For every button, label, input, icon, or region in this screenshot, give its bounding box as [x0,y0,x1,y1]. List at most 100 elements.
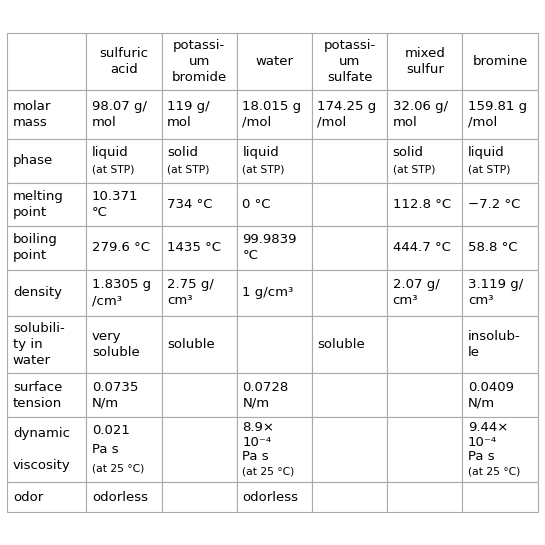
Bar [387,316,462,373]
Text: 0.021: 0.021 [92,425,130,438]
Bar [462,33,538,90]
Text: 1435 °C: 1435 °C [167,241,221,255]
Text: 2.07 g/
cm³: 2.07 g/ cm³ [392,278,439,307]
Bar [387,482,462,512]
Bar [86,482,161,512]
Bar [86,417,161,482]
Bar [7,90,86,139]
Bar [7,316,86,373]
Text: bromine: bromine [473,55,528,68]
Text: (at STP): (at STP) [468,165,510,174]
Bar [237,226,312,270]
Text: 1 g/cm³: 1 g/cm³ [242,287,294,299]
Bar [86,183,161,226]
Bar [86,316,161,373]
Text: 2.75 g/
cm³: 2.75 g/ cm³ [167,278,214,307]
Text: density: density [13,287,62,299]
Bar [86,90,161,139]
Bar [462,482,538,512]
Text: (at STP): (at STP) [242,165,284,174]
Bar [86,270,161,316]
Bar [387,417,462,482]
Bar [387,226,462,270]
Bar [387,139,462,183]
Text: water: water [256,55,293,68]
Text: Pa s: Pa s [242,450,269,463]
Text: Pa s: Pa s [92,443,118,456]
Text: 174.25 g
/mol: 174.25 g /mol [318,100,377,129]
Text: odor: odor [13,491,43,504]
Bar [162,373,237,417]
Bar [162,417,237,482]
Bar [162,139,237,183]
Bar [86,139,161,183]
Text: solid: solid [392,146,423,159]
Text: (at STP): (at STP) [92,165,134,174]
Bar [312,183,387,226]
Bar [462,270,538,316]
Bar [7,183,86,226]
Text: solubili-
ty in
water: solubili- ty in water [13,322,64,367]
Bar [162,226,237,270]
Text: phase: phase [13,154,53,167]
Bar [237,417,312,482]
Text: 58.8 °C: 58.8 °C [468,241,517,255]
Bar [237,482,312,512]
Text: odorless: odorless [242,491,298,504]
Bar [387,373,462,417]
Bar [237,373,312,417]
Text: 0.0735
N/m: 0.0735 N/m [92,380,138,410]
Text: 10⁻⁴: 10⁻⁴ [468,436,497,449]
Bar [312,482,387,512]
Text: soluble: soluble [167,338,215,351]
Bar [312,316,387,373]
Bar [312,270,387,316]
Text: melting
point: melting point [13,190,64,219]
Text: 8.9×: 8.9× [242,421,274,434]
Bar [312,226,387,270]
Text: (at 25 °C): (at 25 °C) [92,463,144,473]
Bar [462,226,538,270]
Text: 0 °C: 0 °C [242,198,271,211]
Bar [162,482,237,512]
Bar [162,183,237,226]
Text: (at 25 °C): (at 25 °C) [242,467,295,476]
Bar [387,33,462,90]
Text: 1.8305 g
/cm³: 1.8305 g /cm³ [92,278,151,307]
Text: insolub-
le: insolub- le [468,330,520,359]
Bar [312,373,387,417]
Bar [162,90,237,139]
Text: 9.44×: 9.44× [468,421,508,434]
Bar [7,417,86,482]
Text: 734 °C: 734 °C [167,198,213,211]
Bar [237,183,312,226]
Bar [7,226,86,270]
Bar [462,417,538,482]
Bar [237,139,312,183]
Text: 98.07 g/
mol: 98.07 g/ mol [92,100,147,129]
Bar [7,373,86,417]
Bar [237,316,312,373]
Text: −7.2 °C: −7.2 °C [468,198,520,211]
Text: potassi-
um
sulfate: potassi- um sulfate [324,39,376,84]
Bar [7,482,86,512]
Text: very
soluble: very soluble [92,330,140,359]
Bar [312,417,387,482]
Text: (at STP): (at STP) [167,165,209,174]
Text: liquid: liquid [92,146,129,159]
Bar [462,373,538,417]
Bar [462,316,538,373]
Bar [237,90,312,139]
Text: 112.8 °C: 112.8 °C [392,198,451,211]
Text: solid: solid [167,146,198,159]
Text: liquid: liquid [242,146,279,159]
Text: potassi-
um
bromide: potassi- um bromide [172,39,227,84]
Bar [7,139,86,183]
Text: Pa s: Pa s [468,450,494,463]
Bar [162,316,237,373]
Bar [387,183,462,226]
Text: 0.0409
N/m: 0.0409 N/m [468,380,514,410]
Bar [162,33,237,90]
Bar [86,373,161,417]
Bar [312,33,387,90]
